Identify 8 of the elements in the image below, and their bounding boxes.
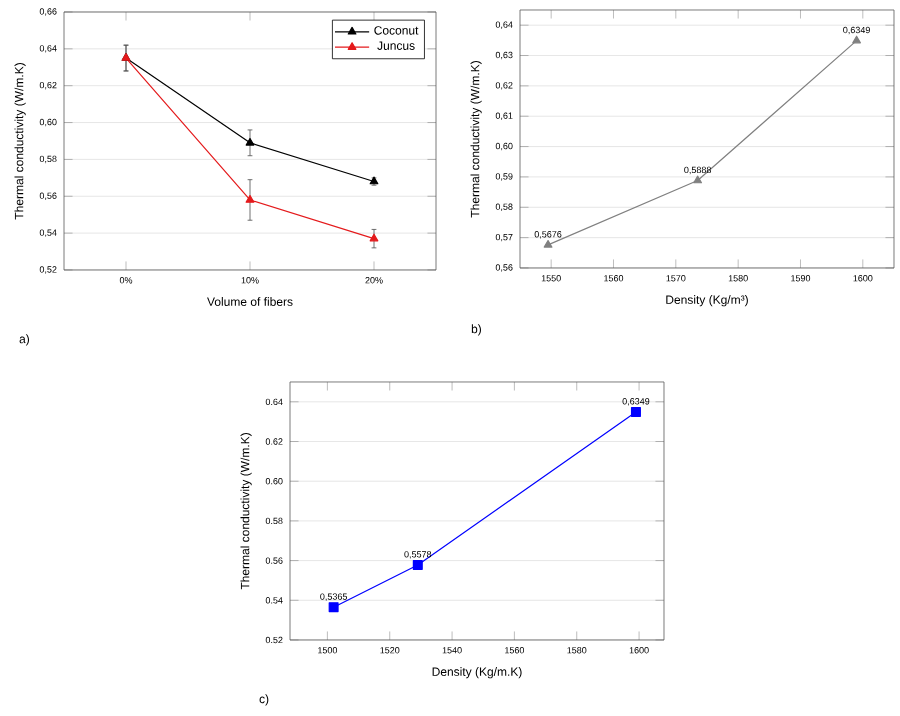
point	[630, 406, 641, 417]
point	[245, 137, 255, 146]
point	[693, 175, 703, 184]
point	[852, 35, 861, 44]
point	[412, 559, 423, 570]
point	[543, 239, 553, 248]
point	[245, 194, 255, 203]
point	[328, 602, 339, 613]
